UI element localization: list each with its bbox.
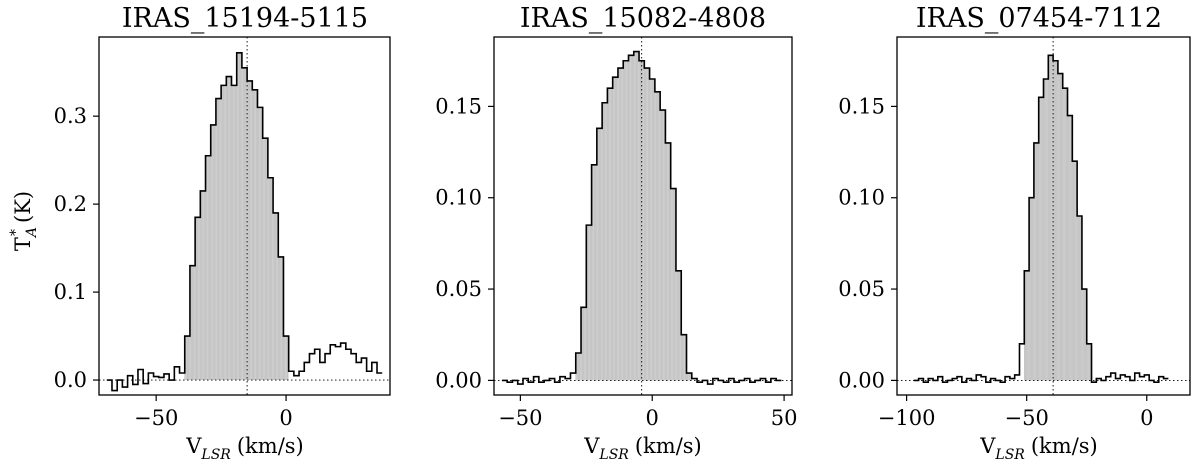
panel-1-x-axis-label: VLSR (km/s) [185,434,304,463]
panel-3-title: IRAS_07454-7112 [916,3,1162,34]
y-axis-label-unit: (K) [11,191,35,223]
y-tick-label: 0.3 [54,104,87,128]
panel-3-x-axis-label: VLSR (km/s) [979,434,1098,463]
y-axis-label-sub: A [24,227,40,239]
y-tick-label: 0.2 [54,192,87,216]
panel-2-x-label-sub: LSR [598,447,629,463]
panel-2-x-label-main: V [583,434,600,458]
plot-frame [896,36,1191,396]
plot-frame [98,36,391,396]
x-tick-label: 0 [279,406,292,430]
panel-1-x-label-sub: LSR [200,447,231,463]
panel-2: IRAS_15082-4808 −50 0 50 0.00 0.05 0.10 0.15 V… [435,3,797,463]
y-axis-label-main: T [11,237,35,251]
spectrum-line-2 [501,50,782,385]
y-axis-label-sup: * [8,229,24,236]
x-tick-label: 50 [771,406,798,430]
y-axis-label: TA* (K) [8,191,40,251]
y-tick-label: 0.1 [54,280,87,304]
x-tick-label: −50 [1005,406,1049,430]
panel-1-x-label-main: V [185,434,202,458]
y-tick-label: 0.00 [838,368,885,392]
y-tick-label: 0.10 [435,186,482,210]
panel-2-plot-area: −50 0 50 0.00 0.05 0.10 0.15 [435,36,798,430]
y-tick-label: 0.15 [435,94,482,118]
spectrum-line-1 [106,52,383,392]
x-tick-label: −100 [878,406,936,430]
panel-2-x-label-unit: (km/s) [635,434,702,458]
plot-frame [493,36,793,396]
panel-1: IRAS_15194-5115 −50 0 0.0 0.1 0.2 0.3 VLSR (km… [54,3,391,463]
y-tick-label: 0.05 [435,277,482,301]
panel-3-x-label-sub: LSR [994,447,1025,463]
x-tick-label: −50 [498,406,542,430]
panel-3: IRAS_07454-7112 −100 −50 0 0.00 0.05 0.10 0.15… [838,3,1191,463]
x-tick-label: −50 [134,406,178,430]
panel-3-x-label-main: V [979,434,996,458]
y-tick-label: 0.15 [838,94,885,118]
y-tick-label: 0.0 [54,368,87,392]
panel-3-x-label-unit: (km/s) [1031,434,1098,458]
panel-1-title: IRAS_15194-5115 [122,3,368,34]
panel-2-x-axis-label: VLSR (km/s) [583,434,702,463]
panel-3-plot-area: −100 −50 0 0.00 0.05 0.10 0.15 [838,36,1191,430]
x-tick-label: 0 [1140,406,1153,430]
x-tick-label: 0 [646,406,659,430]
y-tick-label: 0.00 [435,368,482,392]
y-tick-label: 0.05 [838,277,885,301]
panel-1-x-label-unit: (km/s) [237,434,304,458]
panel-2-title: IRAS_15082-4808 [520,3,766,34]
y-tick-label: 0.10 [838,186,885,210]
spectrum-line-3 [913,54,1169,384]
panel-1-plot-area: −50 0 0.0 0.1 0.2 0.3 [54,36,391,430]
